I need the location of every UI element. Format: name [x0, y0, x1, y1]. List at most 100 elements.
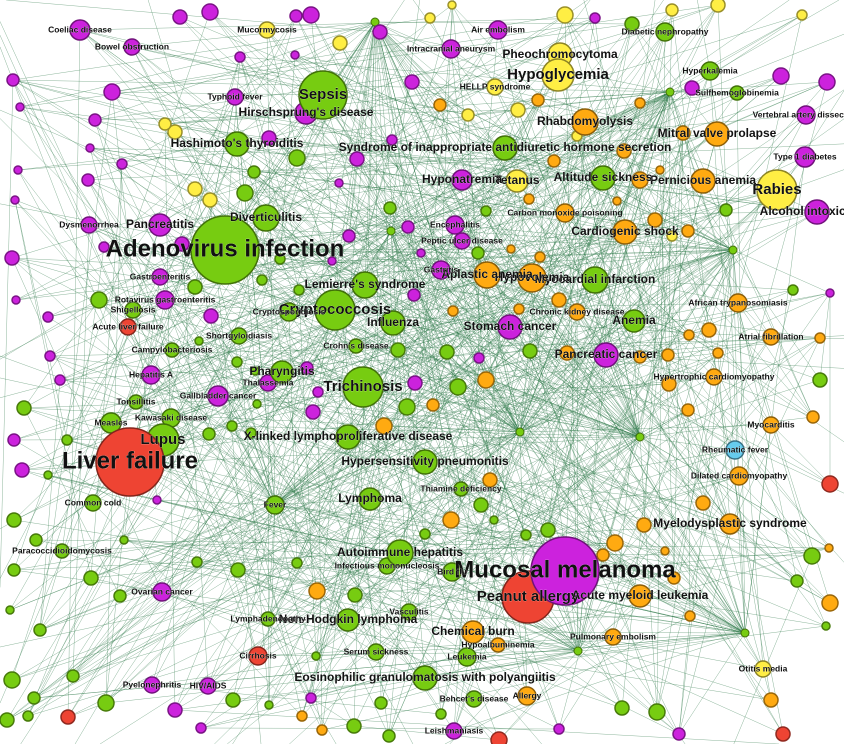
network-edge [310, 177, 604, 699]
unlabeled-disease-node [522, 343, 538, 359]
network-edge [59, 240, 463, 381]
node-label: Bird flu [437, 566, 467, 576]
network-edge [33, 118, 844, 699]
network-edge [407, 226, 462, 490]
disease-node-thiamine-deficiency [453, 481, 469, 497]
unlabeled-disease-node [347, 587, 363, 603]
network-edge [424, 533, 680, 735]
network-edge [79, 17, 596, 31]
network-edge [208, 249, 734, 435]
network-edge [17, 169, 276, 506]
network-edge [383, 425, 521, 433]
unlabeled-disease-node [821, 475, 839, 493]
network-edge [171, 269, 442, 351]
network-edge [639, 337, 821, 438]
network-edge [485, 379, 641, 438]
network-edge [198, 340, 414, 744]
disease-node-rhabdomyolysis [571, 108, 599, 136]
node-label: Typhoid fever [207, 91, 263, 101]
network-edge [654, 219, 772, 426]
network-edge [79, 29, 324, 96]
network-edge [687, 230, 734, 251]
network-edge [27, 619, 349, 717]
node-label: Crohn's disease [323, 340, 389, 350]
unlabeled-disease-node [814, 332, 826, 344]
unlabeled-disease-node [274, 253, 286, 265]
network-edge [702, 502, 746, 634]
network-edge [453, 91, 671, 732]
disease-node-fever [265, 495, 285, 515]
node-label: Hyperkalemia [682, 65, 738, 75]
network-edge [99, 552, 401, 744]
network-edge [179, 16, 675, 579]
disease-node-alcohol-intoxication [804, 199, 830, 225]
disease-node-paracoccidioidomycosis [54, 543, 70, 559]
network-edge [17, 139, 393, 171]
network-edge [27, 21, 376, 717]
unlabeled-disease-node [624, 16, 640, 32]
disease-node-dilated-cardiomyopathy [729, 466, 749, 486]
network-edge [331, 260, 641, 438]
network-edge [11, 224, 161, 681]
unlabeled-disease-node [614, 700, 630, 716]
disease-node-lymphadenopathy [260, 611, 276, 627]
node-label: Encephalitis [430, 219, 480, 229]
network-edge [132, 309, 240, 337]
disease-node-aplastic-anemia [473, 261, 501, 289]
network-edge [305, 112, 719, 354]
node-label: Cirrhosis [239, 650, 277, 660]
unlabeled-disease-node [401, 220, 415, 234]
node-label: Kawasaki disease [135, 412, 208, 422]
disease-node-common-cold [84, 494, 102, 512]
unlabeled-disease-node [334, 178, 344, 188]
network-edge [687, 409, 831, 485]
unlabeled-disease-node [634, 97, 646, 109]
unlabeled-disease-node [290, 50, 300, 60]
network-edge [451, 475, 740, 573]
network-edge [19, 21, 376, 108]
unlabeled-disease-node [655, 165, 665, 175]
network-edge [174, 632, 746, 711]
unlabeled-disease-node [672, 727, 686, 741]
node-label: Rabies [752, 181, 801, 198]
network-edge [390, 230, 623, 709]
disease-node-vasculitis [400, 603, 418, 621]
network-edge [310, 352, 568, 699]
unlabeled-disease-node [449, 378, 467, 396]
unlabeled-disease-node [612, 196, 622, 206]
network-edge [111, 4, 719, 93]
network-edge [12, 79, 276, 506]
unlabeled-disease-node [191, 556, 203, 568]
node-label: Tonsillitis [116, 396, 155, 406]
disease-node-encephalitis [445, 215, 465, 235]
unlabeled-disease-node [447, 305, 459, 317]
unlabeled-disease-node [81, 173, 95, 187]
unlabeled-disease-node [226, 420, 238, 432]
network-edge [19, 106, 818, 213]
network-edge [15, 171, 255, 301]
network-edge [274, 504, 475, 700]
node-label: Behcet's disease [440, 693, 509, 703]
network-edge [13, 569, 579, 652]
unlabeled-disease-node [803, 547, 821, 565]
unlabeled-disease-node [88, 113, 102, 127]
unlabeled-disease-node [305, 692, 317, 704]
node-label: Pheochromocytoma [502, 47, 618, 61]
network-edge [374, 21, 518, 182]
network-edge [577, 577, 675, 652]
node-label: Otitis media [739, 663, 788, 673]
disease-node-dysmenorrhea [80, 216, 98, 234]
hub-node [573, 646, 583, 656]
network-edge [315, 632, 746, 657]
network-edge [72, 475, 740, 677]
network-edge [517, 109, 641, 438]
network-edge [23, 207, 391, 409]
network-edge [547, 91, 671, 531]
network-edge [103, 246, 521, 433]
network-edge [478, 292, 831, 359]
unlabeled-disease-node [540, 522, 556, 538]
network-edge [0, 79, 14, 588]
network-edge [310, 14, 521, 433]
network-edge [294, 54, 814, 418]
network-edge [602, 177, 746, 634]
